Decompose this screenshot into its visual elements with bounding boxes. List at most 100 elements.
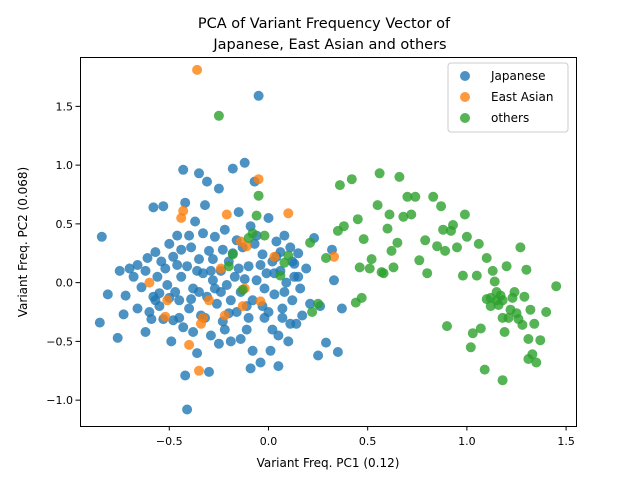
- japanese-point: [180, 197, 191, 208]
- others-point: [436, 201, 447, 212]
- japanese-point: [213, 338, 224, 349]
- east-asian-point: [194, 365, 204, 376]
- japanese-point: [192, 265, 203, 276]
- japanese-point: [255, 357, 266, 368]
- japanese-point: [198, 228, 208, 239]
- others-point: [485, 301, 496, 312]
- japanese-point: [332, 347, 343, 357]
- legend-marker-others: [460, 113, 470, 123]
- japanese-point: [148, 202, 159, 213]
- japanese-point: [142, 253, 153, 263]
- japanese-point: [176, 244, 187, 255]
- east-asian-point: [184, 339, 195, 350]
- others-point: [422, 268, 433, 279]
- japanese-point: [233, 263, 244, 274]
- east-asian-point: [162, 295, 173, 306]
- japanese-point: [267, 324, 278, 335]
- japanese-point: [166, 336, 177, 347]
- others-point: [442, 321, 452, 332]
- others-point: [489, 276, 500, 287]
- japanese-point: [215, 287, 226, 297]
- east-asian-point: [219, 310, 230, 321]
- others-point: [448, 220, 458, 230]
- japanese-point: [128, 271, 139, 282]
- others-point: [465, 342, 476, 353]
- others-point: [517, 319, 528, 330]
- japanese-point: [295, 283, 306, 294]
- others-point: [275, 270, 286, 281]
- others-point: [384, 209, 395, 220]
- japanese-point: [261, 268, 272, 279]
- japanese-point: [285, 242, 296, 253]
- japanese-point: [263, 307, 274, 317]
- japanese-point: [102, 289, 113, 300]
- japanese-point: [160, 263, 171, 274]
- japanese-point: [176, 271, 187, 282]
- japanese-point: [184, 230, 195, 241]
- japanese-point: [305, 298, 316, 309]
- others-point: [374, 168, 385, 179]
- others-point: [525, 304, 536, 315]
- others-point: [551, 281, 562, 292]
- others-point: [388, 262, 399, 273]
- others-point: [523, 334, 534, 344]
- japanese-point: [202, 176, 212, 187]
- japanese-point: [227, 163, 238, 174]
- others-point: [378, 268, 389, 279]
- japanese-point: [297, 310, 308, 321]
- japanese-point: [200, 200, 210, 211]
- x-tick-label: 0.5: [359, 435, 377, 448]
- others-point: [432, 241, 443, 252]
- japanese-point: [241, 324, 252, 335]
- japanese-point: [243, 312, 254, 323]
- others-point: [392, 237, 403, 248]
- japanese-point: [219, 224, 230, 235]
- japanese-point: [124, 263, 135, 274]
- others-point: [227, 249, 238, 260]
- others-point: [346, 174, 357, 185]
- east-asian-point: [198, 312, 208, 323]
- japanese-point: [221, 280, 232, 290]
- japanese-point: [118, 309, 129, 320]
- japanese-point: [146, 314, 157, 325]
- east-asian-point: [255, 296, 266, 307]
- japanese-point: [205, 330, 216, 341]
- others-point: [321, 253, 331, 263]
- others-point: [459, 209, 470, 220]
- y-tick-label: −0.5: [46, 335, 73, 348]
- others-point: [338, 221, 349, 232]
- japanese-point: [269, 289, 280, 300]
- others-point: [223, 261, 234, 272]
- japanese-point: [192, 348, 203, 359]
- others-point: [406, 209, 417, 220]
- others-point: [467, 328, 478, 339]
- japanese-point: [211, 298, 222, 309]
- japanese-point: [247, 345, 258, 356]
- japanese-point: [164, 238, 175, 249]
- others-point: [420, 235, 431, 246]
- japanese-point: [140, 265, 151, 276]
- others-point: [386, 245, 397, 256]
- others-point: [452, 242, 462, 253]
- legend-label-japanese: Japanese: [490, 69, 546, 83]
- others-point: [497, 375, 508, 386]
- others-point: [501, 261, 512, 272]
- x-axis-label: Variant Freq. PC1 (0.12): [257, 456, 400, 470]
- japanese-point: [204, 366, 214, 377]
- others-point: [487, 265, 498, 276]
- others-point: [398, 211, 409, 222]
- japanese-point: [225, 295, 236, 306]
- japanese-point: [194, 168, 204, 179]
- japanese-point: [184, 303, 195, 314]
- others-point: [509, 287, 520, 297]
- others-point: [428, 191, 439, 202]
- others-point: [519, 291, 530, 302]
- legend: Japanese East Asian others: [447, 62, 569, 133]
- japanese-point: [168, 251, 179, 262]
- japanese-point: [186, 294, 197, 305]
- japanese-point: [178, 322, 189, 333]
- others-point: [475, 323, 486, 334]
- legend-label-others: others: [491, 111, 529, 125]
- japanese-point: [235, 334, 246, 344]
